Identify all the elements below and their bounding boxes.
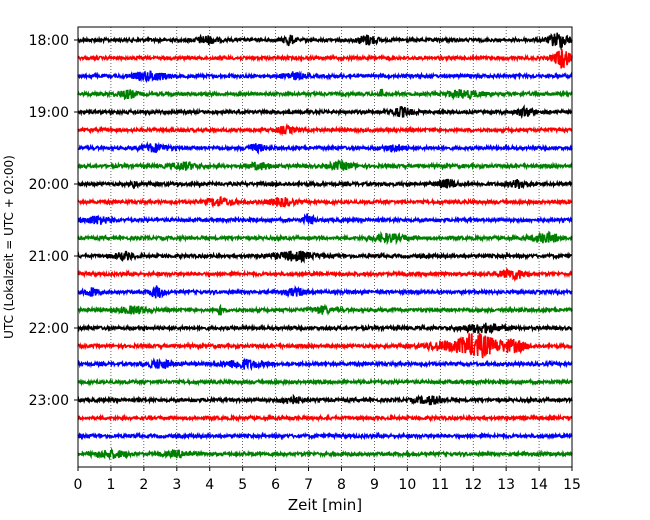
plot-frame — [77, 26, 573, 468]
y-tick-label: 19:00 — [29, 105, 69, 121]
vertical-grid — [110, 27, 540, 467]
seismic-trace-2015 — [77, 196, 573, 209]
x-tick-label: 10 — [398, 477, 416, 493]
y-axis-label: UTC (Lokalzeit = UTC + 02:00) — [2, 155, 16, 339]
x-axis: 0 1 2 3 4 5 6 7 8 9 10 11 12 13 14 15 — [74, 467, 581, 493]
x-tick-label: 15 — [563, 477, 581, 493]
seismic-trace-2100 — [77, 250, 573, 264]
x-tick-label: 2 — [139, 477, 148, 493]
seismic-trace-2145 — [77, 303, 573, 316]
x-tick-label: 6 — [271, 477, 280, 493]
y-axis: 18:00 19:00 20:00 21:00 22:00 23:00 — [29, 33, 78, 409]
x-axis-label: Zeit [min] — [288, 496, 362, 514]
x-tick-label: 0 — [74, 477, 83, 493]
seismic-trace-2315 — [77, 413, 573, 423]
seismic-trace-2030 — [77, 213, 573, 226]
y-tick-label: 18:00 — [29, 33, 69, 49]
seismic-trace-1945 — [77, 158, 573, 172]
seismic-trace-2115 — [77, 268, 573, 282]
seismic-trace-2000 — [77, 178, 573, 190]
y-tick-label: 23:00 — [29, 393, 69, 409]
seismic-trace-1915 — [77, 122, 573, 137]
x-tick-label: 1 — [106, 477, 115, 493]
seismic-trace-1800 — [77, 32, 573, 51]
seismic-trace-1900 — [77, 104, 573, 120]
y-tick-label: 22:00 — [29, 321, 69, 337]
x-tick-label: 8 — [337, 477, 346, 493]
x-tick-label: 5 — [238, 477, 247, 493]
seismic-trace-1830 — [77, 70, 573, 84]
x-tick-label: 3 — [172, 477, 181, 493]
x-tick-label: 9 — [370, 477, 379, 493]
seismic-trace-2045 — [77, 230, 573, 246]
x-tick-label: 14 — [530, 477, 548, 493]
seismic-trace-2215 — [77, 332, 573, 359]
seismic-trace-2330 — [77, 431, 573, 441]
y-tick-label: 21:00 — [29, 249, 69, 265]
seismic-trace-1845 — [77, 88, 573, 101]
x-tick-label: 13 — [497, 477, 515, 493]
seismic-trace-2245 — [77, 377, 573, 387]
y-tick-label: 20:00 — [29, 177, 69, 193]
seismic-trace-1815 — [77, 48, 573, 69]
seismic-trace-2200 — [77, 322, 573, 335]
x-tick-label: 7 — [304, 477, 313, 493]
seismic-trace-2130 — [77, 285, 573, 299]
seismic-trace-2300 — [77, 393, 573, 406]
seismic-trace-2230 — [77, 357, 573, 372]
x-tick-label: 11 — [431, 477, 449, 493]
seismic-trace-1930 — [77, 141, 573, 155]
trace-group — [77, 32, 573, 461]
x-tick-label: 12 — [464, 477, 482, 493]
x-tick-label: 4 — [205, 477, 214, 493]
seismic-trace-2345 — [77, 447, 573, 461]
